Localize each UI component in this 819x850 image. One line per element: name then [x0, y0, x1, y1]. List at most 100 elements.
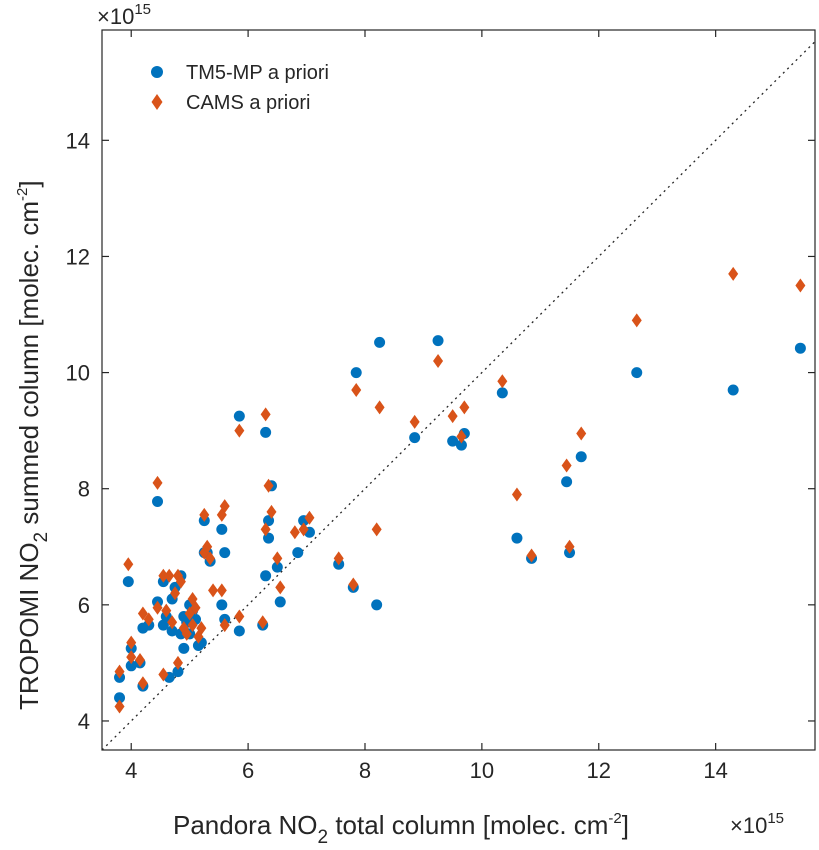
tm5-point	[511, 532, 523, 544]
x-tick-label: 14	[703, 758, 727, 783]
cams-point	[152, 600, 163, 615]
cams-point	[257, 615, 268, 630]
cams-point	[266, 504, 277, 519]
cams-point	[208, 583, 219, 598]
cams-point	[433, 353, 444, 368]
cams-point	[333, 551, 344, 566]
cams-point	[175, 574, 186, 589]
y-tick-label: 10	[66, 361, 90, 386]
legend: TM5-MP a priori CAMS a priori	[151, 62, 329, 114]
tm5-point	[152, 495, 164, 507]
cams-point	[202, 539, 213, 554]
cams-point	[348, 577, 359, 592]
cams-point	[263, 478, 274, 493]
cams-point	[409, 414, 420, 429]
tm5-point	[496, 387, 508, 399]
tm5-point	[114, 692, 126, 704]
tm5-point	[292, 547, 304, 559]
cams-point	[304, 510, 315, 525]
cams-point	[137, 676, 148, 691]
y-tick-label: 4	[78, 709, 90, 734]
cams-point	[234, 609, 245, 624]
cams-point	[234, 423, 245, 438]
cams-point	[216, 583, 227, 598]
tm5-point	[216, 523, 228, 535]
tm5-point	[447, 435, 459, 447]
cams-point	[260, 407, 271, 422]
cams-point	[374, 400, 385, 415]
y-tick-label: 8	[78, 477, 90, 502]
cams-point	[158, 568, 169, 583]
cams-point	[576, 426, 587, 441]
cams-point	[123, 557, 134, 572]
tm5-point	[371, 599, 383, 611]
tm5-point	[455, 439, 467, 451]
x-axis-label: Pandora NO2 total column [molec. cm-2]	[173, 810, 629, 848]
tm5-point	[350, 367, 362, 379]
cams-point	[158, 667, 169, 682]
cams-point	[143, 612, 154, 627]
tm5-point	[260, 426, 272, 438]
cams-point	[371, 522, 382, 537]
y-tick-label: 6	[78, 593, 90, 618]
tm5-point	[172, 666, 184, 678]
tm5-point	[166, 625, 178, 637]
y-axis-label: TROPOMI NO2 summed column [molec. cm-2]	[14, 180, 52, 710]
cams-point	[260, 522, 271, 537]
tm5-point	[575, 451, 587, 463]
tm5-point	[432, 335, 444, 347]
x-tick-label: 12	[587, 758, 611, 783]
tm5-point	[216, 599, 228, 611]
cams-point	[126, 650, 137, 665]
x-tick-label: 6	[242, 758, 254, 783]
tm5-point	[260, 570, 272, 582]
x-tick-label: 10	[470, 758, 494, 783]
cams-point	[289, 525, 300, 540]
cams-point	[164, 568, 175, 583]
legend-marker-tm5	[151, 66, 163, 78]
cams-point	[272, 551, 283, 566]
legend-marker-cams	[151, 94, 163, 110]
cams-point	[456, 429, 467, 444]
tm5-point	[409, 432, 421, 444]
tm5-point	[561, 476, 573, 488]
tm5-point	[271, 561, 283, 573]
cams-point	[497, 374, 508, 389]
cams-point	[219, 618, 230, 633]
cams-point	[511, 487, 522, 502]
x-tick-label: 8	[359, 758, 371, 783]
tm5-point	[374, 336, 386, 348]
cams-point	[170, 586, 181, 601]
y-axis-multiplier: ×1015	[97, 1, 151, 29]
y-tick-label: 14	[66, 128, 90, 153]
cams-point	[728, 266, 739, 281]
tm5-point	[631, 367, 643, 379]
tm5-point	[178, 642, 190, 654]
cams-point	[134, 653, 145, 667]
cams-point	[459, 400, 470, 415]
tm5-point	[157, 619, 169, 631]
cams-point	[126, 635, 137, 650]
cams-point	[114, 664, 125, 679]
y-tick-label: 12	[66, 244, 90, 269]
cams-point	[219, 499, 230, 514]
cams-point	[351, 383, 362, 397]
tm5-point	[794, 342, 806, 354]
tm5-point	[233, 625, 245, 637]
cams-point	[187, 618, 198, 633]
cams-point	[196, 621, 207, 636]
cams-point	[561, 458, 572, 473]
tm5-point	[219, 547, 231, 559]
x-axis-multiplier: ×1015	[730, 810, 784, 838]
x-axis-ticks: 4 6 8 10 12 14	[125, 30, 728, 783]
cams-point	[199, 507, 210, 522]
cams-point	[795, 278, 806, 293]
cams-point	[298, 522, 309, 537]
x-tick-label: 4	[125, 758, 137, 783]
data-points	[114, 266, 806, 714]
cams-point	[190, 600, 201, 615]
cams-point	[447, 409, 458, 424]
cams-point	[205, 551, 216, 566]
cams-point	[526, 548, 537, 563]
tm5-point	[274, 596, 286, 608]
